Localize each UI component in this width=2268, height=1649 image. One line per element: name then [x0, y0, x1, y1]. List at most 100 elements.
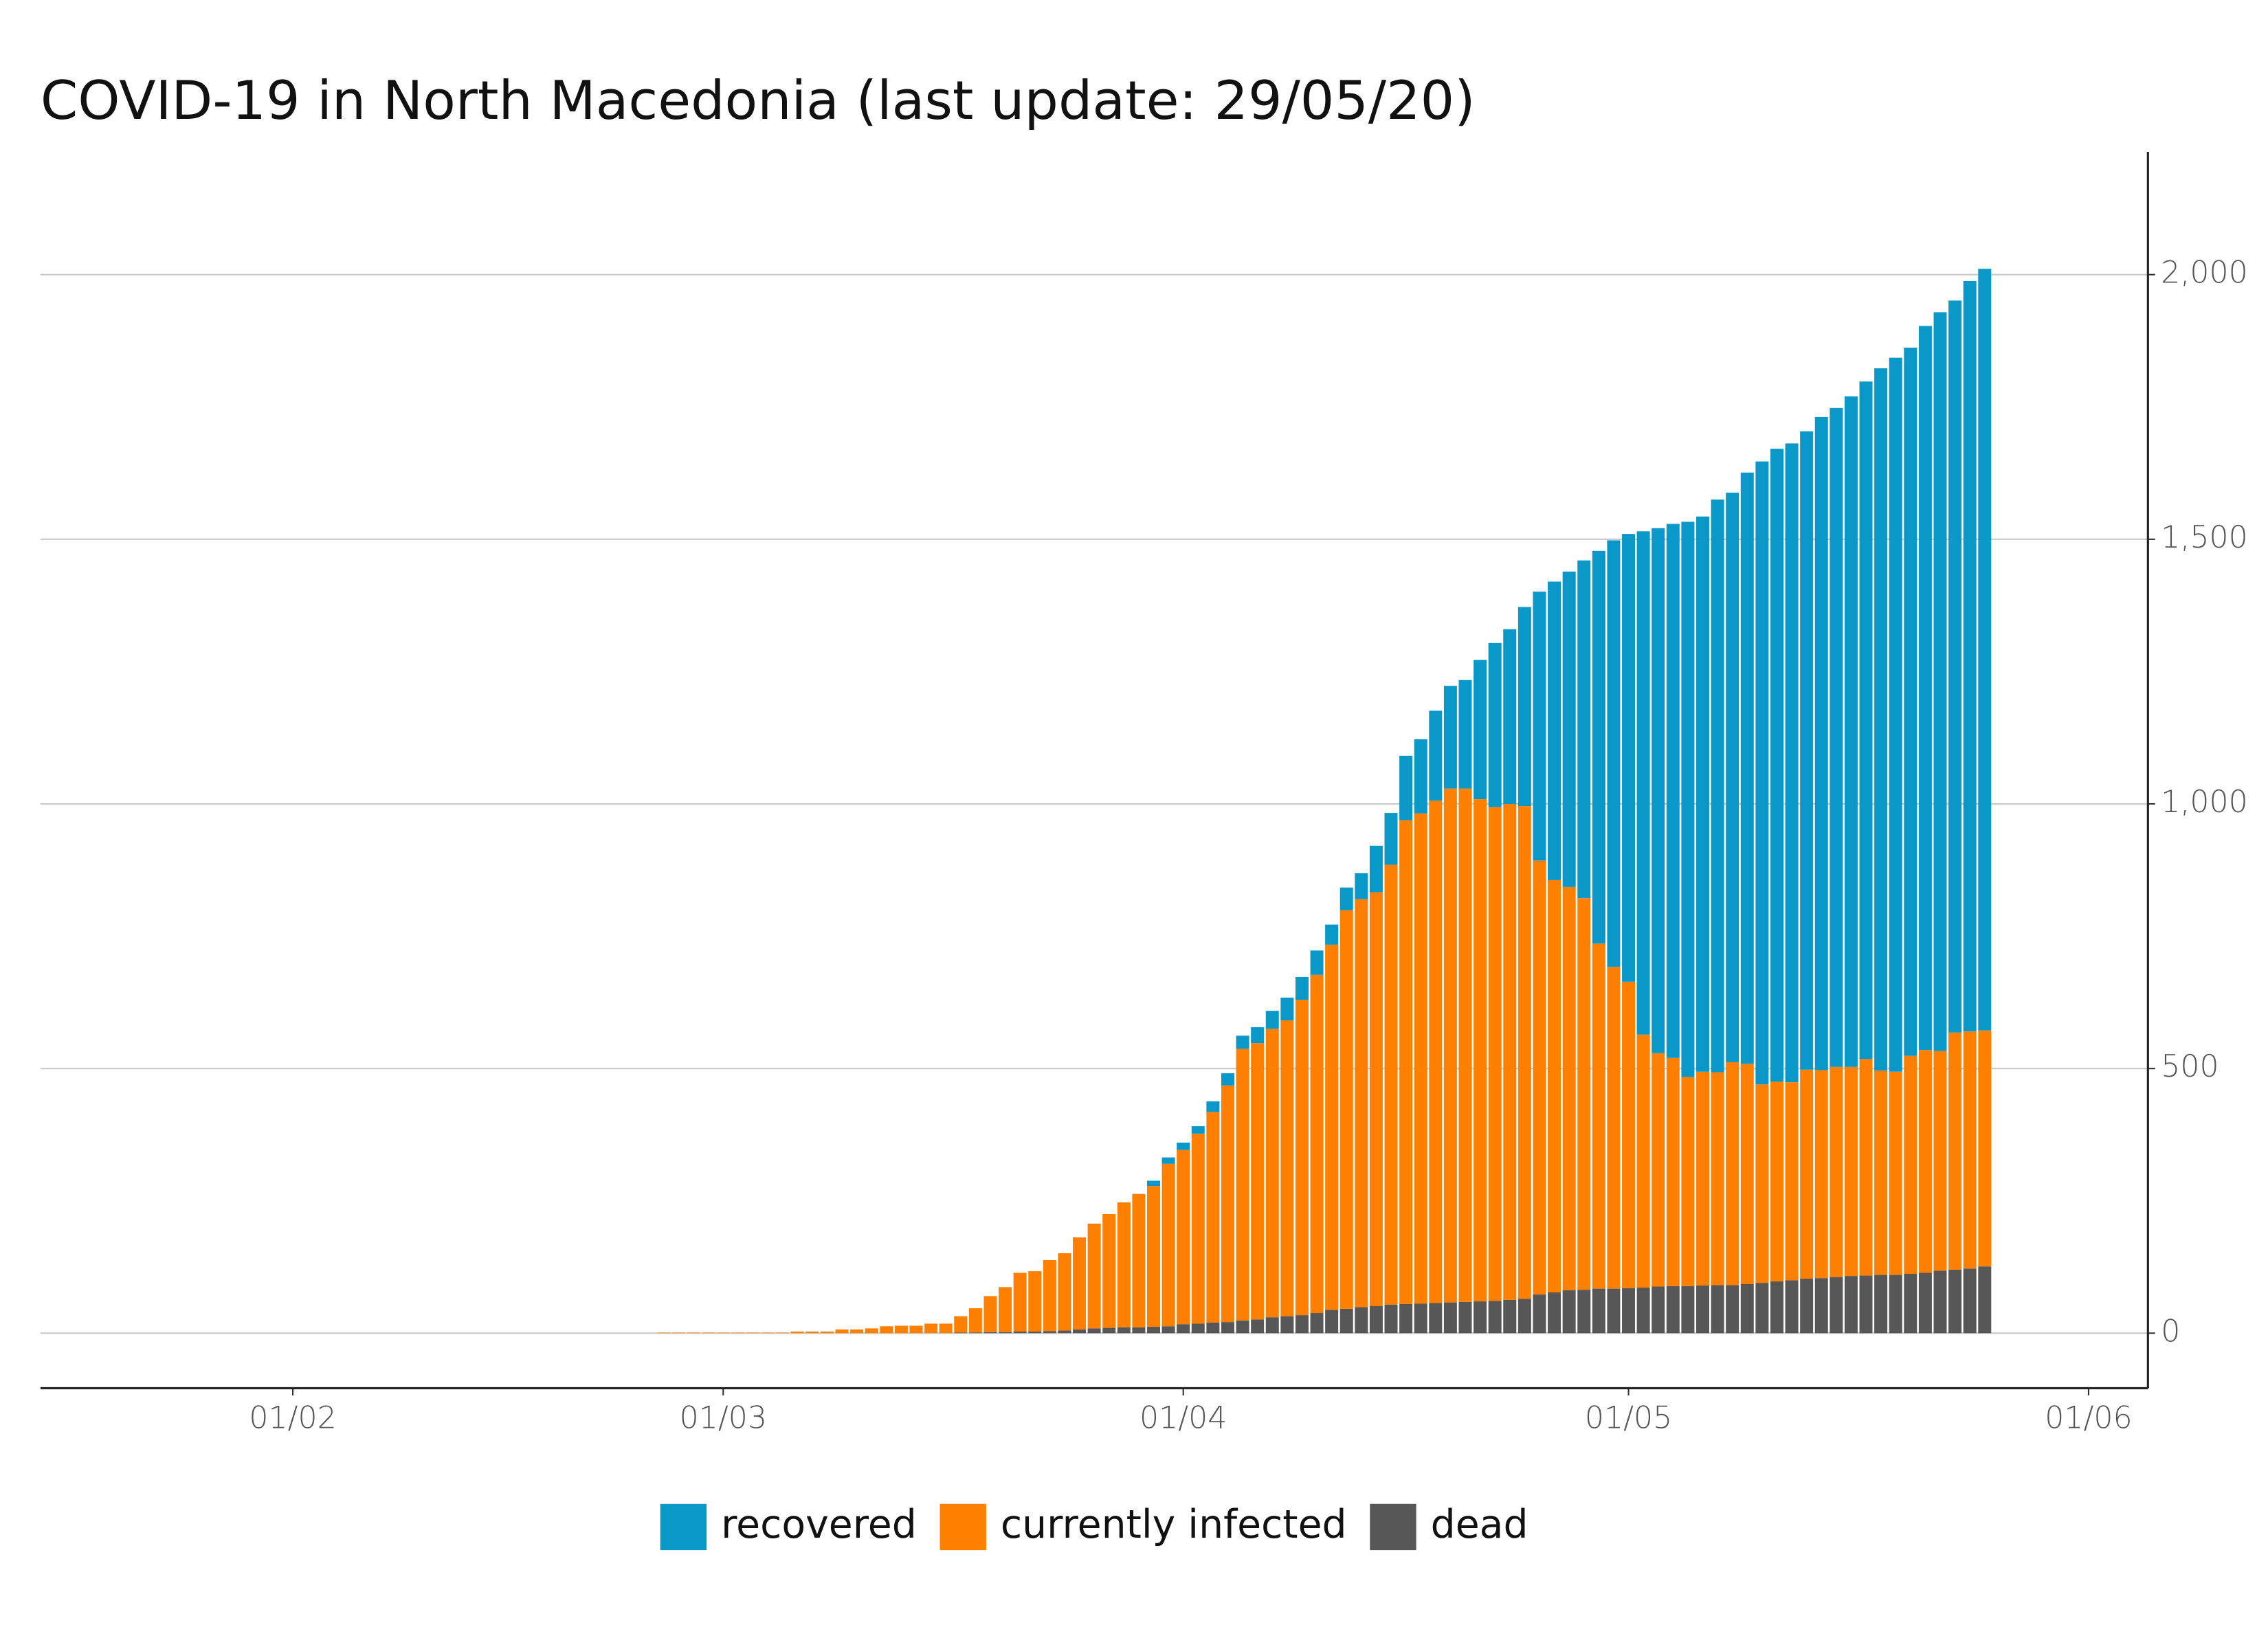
- bar-segment: [1963, 280, 1977, 1032]
- bar-segment: [1043, 1331, 1056, 1334]
- bar-segment: [1652, 1053, 1665, 1287]
- bar-segment: [1369, 892, 1383, 1307]
- bar-segment: [1711, 1285, 1724, 1334]
- bar-segment: [805, 1331, 819, 1334]
- bar-segment: [1711, 500, 1724, 1073]
- bar-segment: [1874, 1070, 1888, 1275]
- bar-segment: [1978, 1030, 1992, 1267]
- bar-segment: [909, 1325, 923, 1334]
- y-tick-label: 500: [2161, 1049, 2219, 1084]
- bar-segment: [1652, 528, 1665, 1053]
- bar-segment: [1844, 1066, 1858, 1277]
- y-tick-label: 1,500: [2161, 520, 2248, 555]
- bar-segment: [1592, 1288, 1605, 1334]
- bar-segment: [1399, 1303, 1413, 1334]
- bar-segment: [1696, 1285, 1709, 1334]
- bar-segment: [1681, 1077, 1695, 1286]
- bar-segment: [999, 1287, 1012, 1332]
- bar-segment: [1443, 1302, 1457, 1334]
- bar-segment: [1443, 788, 1457, 1303]
- bar-segment: [1414, 1303, 1427, 1334]
- bar-segment: [1325, 1310, 1339, 1334]
- bar-segment: [1830, 1066, 1843, 1277]
- bar-segment: [1488, 642, 1502, 807]
- bar-segment: [1221, 1073, 1234, 1086]
- bar-segment: [1681, 1286, 1695, 1334]
- bar-segment: [1503, 629, 1517, 804]
- bar-segment: [1874, 1275, 1888, 1334]
- bar-segment: [1622, 981, 1636, 1288]
- bar-segment: [1369, 845, 1383, 893]
- bar-segment: [1681, 521, 1695, 1077]
- bar-segment: [1280, 1316, 1294, 1334]
- bar-segment: [1206, 1101, 1220, 1112]
- bar-segment: [1770, 1081, 1783, 1281]
- bar-segment: [1325, 924, 1339, 945]
- x-tick-label: 01/03: [680, 1401, 767, 1436]
- legend: recovered currently infected dead: [660, 1502, 1528, 1551]
- bar-segment: [1310, 974, 1324, 1314]
- bar-segment: [1280, 997, 1294, 1021]
- bar-segment: [1236, 1320, 1249, 1334]
- bar-segment: [1429, 1303, 1443, 1334]
- bar-segment: [1028, 1331, 1042, 1334]
- bar-segment: [702, 1332, 715, 1334]
- bar-segment: [1607, 967, 1621, 1289]
- chart-title: COVID-19 in North Macedonia (last update…: [41, 70, 1476, 132]
- bar-segment: [1948, 300, 1962, 1033]
- legend-label: dead: [1431, 1502, 1528, 1547]
- bar-segment: [1517, 806, 1531, 1299]
- x-tick-label: 01/06: [2045, 1401, 2132, 1436]
- bar-segment: [1117, 1202, 1131, 1327]
- bar-segment: [1844, 1276, 1858, 1334]
- bar-segment: [1548, 879, 1561, 1292]
- bar-segment: [1933, 1270, 1947, 1334]
- bar-segment: [1384, 864, 1398, 1305]
- bar-segment: [820, 1331, 834, 1334]
- bar-segment: [1755, 1084, 1769, 1283]
- bar-segment: [1726, 1285, 1739, 1334]
- bar-segment: [1221, 1085, 1234, 1323]
- bar-segment: [1933, 1051, 1947, 1271]
- bar-segment: [1146, 1186, 1161, 1327]
- bar-segment: [1474, 1301, 1487, 1334]
- bar-segment: [1978, 1266, 1992, 1334]
- bar-segment: [1533, 592, 1546, 861]
- bar-segment: [1251, 1043, 1265, 1320]
- bar-segment: [1562, 571, 1576, 887]
- bar-segment: [1295, 976, 1309, 1000]
- bar-segment: [1830, 1277, 1843, 1334]
- bar-segment: [1755, 1283, 1769, 1334]
- bar-segment: [1414, 739, 1427, 814]
- bar-segment: [1577, 898, 1591, 1290]
- bar-segment: [1726, 493, 1739, 1062]
- bar-segment: [850, 1329, 864, 1334]
- bar-segment: [761, 1332, 775, 1334]
- bar-segment: [1978, 269, 1992, 1031]
- bar-segment: [1859, 1059, 1873, 1276]
- bar-segment: [1013, 1331, 1027, 1334]
- bar-segment: [1622, 1288, 1636, 1334]
- bar-segment: [1918, 326, 1932, 1051]
- bar-segment: [1666, 1057, 1680, 1286]
- bar-segment: [1295, 1315, 1309, 1334]
- bar-segment: [1785, 443, 1799, 1083]
- bar-segment: [1191, 1126, 1205, 1134]
- bar-segment: [1711, 1072, 1724, 1286]
- bar-segment: [1814, 416, 1828, 1070]
- axes: 0 500 1,000 1,500 2,000 01/02 01/03 01/04 01/05 0…: [40, 151, 2248, 1436]
- bar-segment: [1963, 1031, 1977, 1269]
- bar-segment: [1265, 1317, 1279, 1334]
- bar-segment: [983, 1296, 997, 1332]
- y-tick-label: 1,000: [2161, 785, 2248, 820]
- bar-segment: [1577, 560, 1591, 899]
- bar-segment: [1028, 1271, 1042, 1332]
- bar-segment: [1889, 1275, 1902, 1334]
- bar-segment: [1458, 788, 1472, 1302]
- bar-segment: [1844, 396, 1858, 1067]
- bar-segment: [1652, 1286, 1665, 1334]
- bar-segment: [1369, 1306, 1383, 1334]
- bar-segment: [1177, 1324, 1190, 1334]
